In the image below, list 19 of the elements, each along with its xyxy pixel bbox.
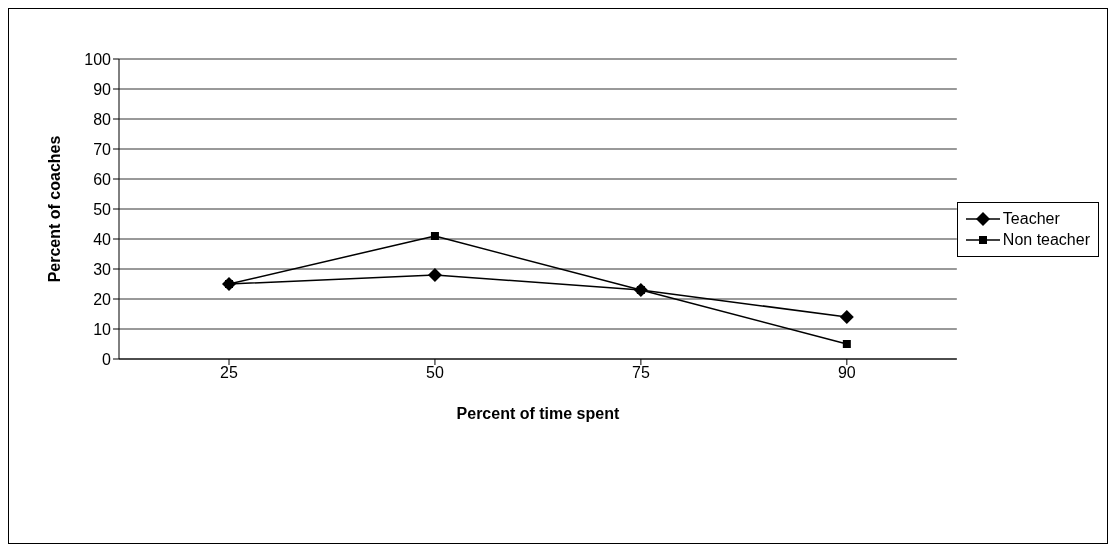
y-tick-label: 20: [93, 290, 112, 308]
legend-label: Teacher: [1002, 209, 1060, 228]
y-tick-label: 70: [93, 140, 112, 158]
x-tick-label: 75: [631, 364, 650, 382]
x-tick-label: 90: [837, 364, 856, 382]
y-tick-label: 80: [93, 110, 112, 128]
y-tick-label: 10: [93, 320, 112, 338]
y-tick-label: 30: [93, 260, 112, 278]
y-tick-label: 60: [93, 170, 112, 188]
y-tick-label: 40: [93, 230, 112, 248]
x-tick-label: 25: [220, 364, 238, 382]
x-tick-label: 50: [426, 364, 444, 382]
x-axis-title: Percent of time spent: [456, 405, 620, 422]
legend-label: Non teacher: [1002, 230, 1090, 249]
y-tick-label: 100: [84, 50, 112, 68]
y-tick-label: 50: [93, 200, 112, 218]
y-tick-label: 90: [93, 80, 112, 98]
y-axis-title: Percent of coaches: [45, 135, 63, 283]
y-tick-label: 0: [102, 350, 112, 368]
